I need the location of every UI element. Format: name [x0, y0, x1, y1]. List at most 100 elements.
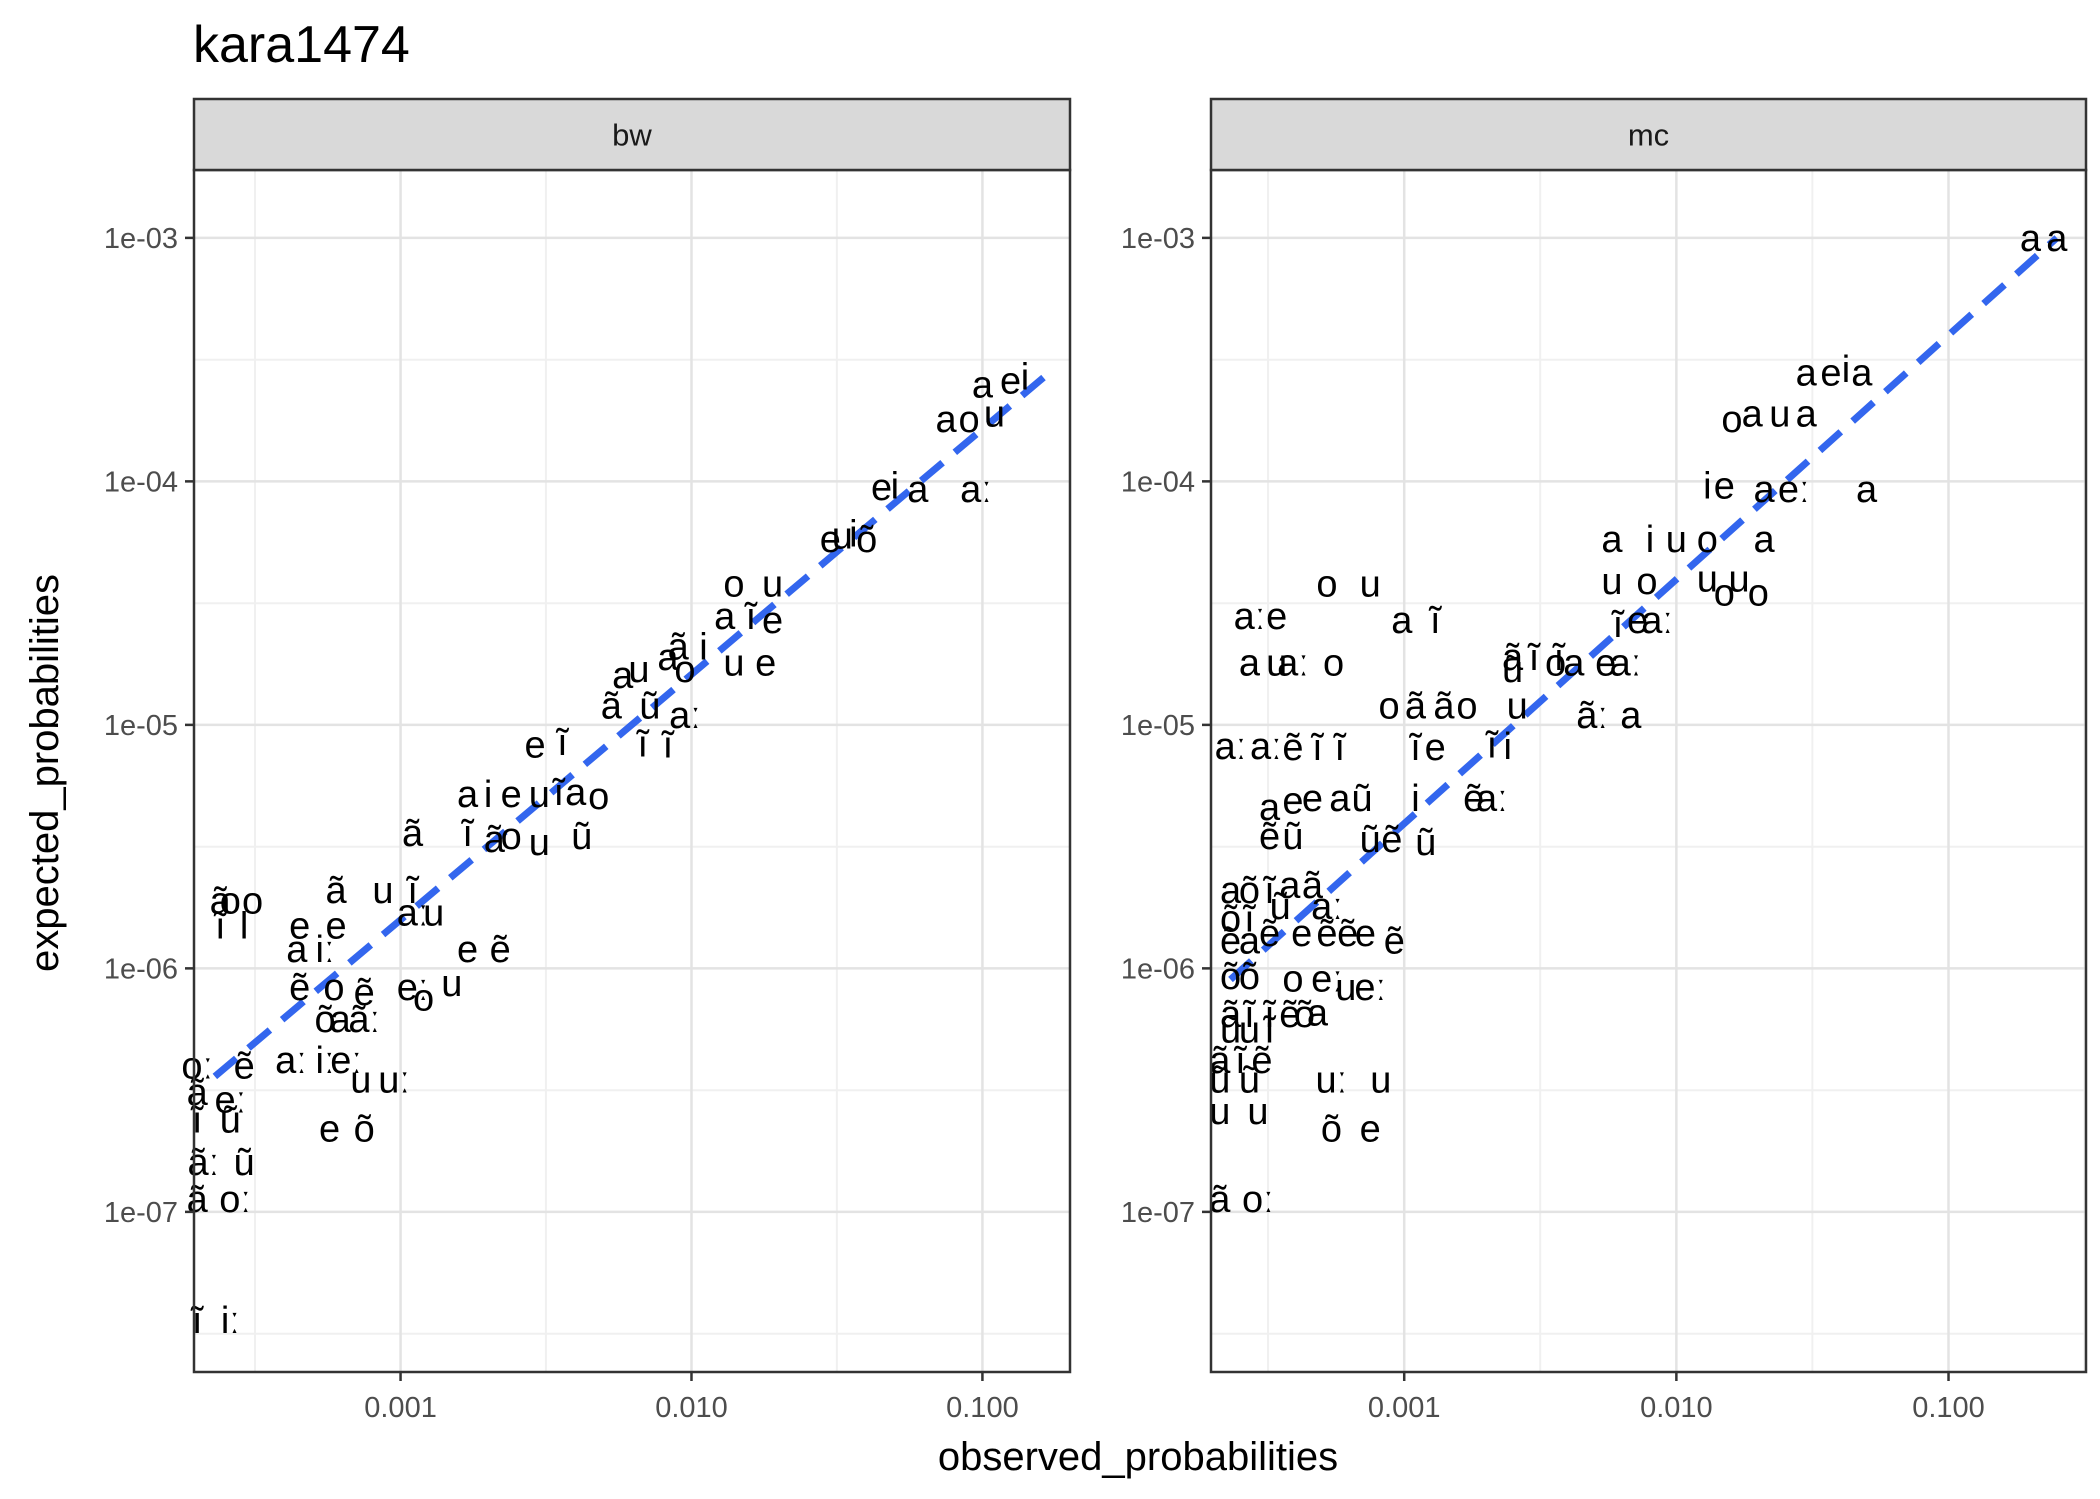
- point-label: o: [674, 649, 695, 691]
- point-label: ũ: [1360, 819, 1381, 861]
- point-label: a: [1601, 519, 1623, 561]
- point-label: o: [1636, 561, 1657, 603]
- point-label: ĩ: [1552, 637, 1566, 679]
- point-label: ã: [1220, 994, 1242, 1036]
- point-label: a: [1851, 352, 1873, 394]
- point-label: ĩ: [460, 813, 474, 855]
- point-label: aː: [1476, 778, 1508, 820]
- point-label: o: [413, 977, 434, 1019]
- point-label: iː: [316, 929, 335, 971]
- point-label: o: [959, 399, 980, 441]
- x-tick-label: 0.001: [1368, 1392, 1441, 1424]
- point-label: ĩ: [1310, 727, 1324, 769]
- point-label: aː: [1311, 886, 1343, 928]
- point-label: ĩ: [190, 1099, 204, 1141]
- point-label: aː: [397, 892, 429, 934]
- point-label: ã: [402, 813, 424, 855]
- point-label: e: [755, 643, 776, 685]
- point-label: e: [1282, 780, 1303, 822]
- point-label: u: [984, 394, 1005, 436]
- point-label: aː: [1215, 726, 1247, 768]
- point-label: aː: [1234, 596, 1266, 638]
- point-label: e: [871, 467, 892, 509]
- y-tick-label: 1e-06: [104, 953, 178, 985]
- point-label: u: [1360, 564, 1381, 606]
- point-label: ẽ: [1282, 727, 1303, 769]
- point-label: u: [1507, 686, 1528, 728]
- facet-strip: [192, 97, 1072, 172]
- point-label: a: [1753, 519, 1775, 561]
- y-tick-label: 1e-04: [1121, 466, 1195, 498]
- point-label: i: [1646, 519, 1654, 561]
- point-label: o: [1697, 519, 1718, 561]
- point-label: e: [1355, 913, 1376, 955]
- point-label: i: [1842, 349, 1850, 391]
- point-label: a: [1220, 870, 1242, 912]
- point-label: ũ: [1209, 1059, 1230, 1101]
- y-tick-label: 1e-04: [104, 466, 178, 498]
- point-label: ẽ: [289, 967, 310, 1009]
- point-label: oː: [219, 1179, 251, 1221]
- point-label: ĩ: [213, 906, 227, 948]
- y-axis-title: expected_probabilities: [23, 574, 67, 972]
- point-label: u: [1335, 967, 1356, 1009]
- point-label: u: [529, 774, 550, 816]
- point-label: ã: [1302, 865, 1324, 907]
- point-label: u: [628, 649, 649, 691]
- point-label: e: [820, 519, 841, 561]
- point-label: õ: [1220, 899, 1241, 941]
- point-label: u: [1247, 1091, 1268, 1133]
- point-label: u: [723, 643, 744, 685]
- point-label: u: [423, 892, 444, 934]
- point-label: ũ: [1220, 1010, 1241, 1052]
- point-label: e: [762, 600, 783, 642]
- point-label: o: [1316, 564, 1337, 606]
- point-label: ẽ: [354, 972, 375, 1014]
- point-label: a: [457, 774, 479, 816]
- facet-strip-label: mc: [1628, 118, 1669, 153]
- point-label: e: [1714, 466, 1735, 508]
- point-label: l: [240, 906, 248, 948]
- point-label: ẽ: [234, 1045, 255, 1087]
- point-label: a: [2020, 218, 2042, 260]
- point-label: u: [1209, 1091, 1230, 1133]
- point-label: oː: [181, 1045, 213, 1087]
- point-label: ũ: [639, 686, 660, 728]
- point-label: u: [350, 1059, 371, 1101]
- point-label: ĩ: [1527, 637, 1541, 679]
- point-label: eː: [214, 1079, 246, 1121]
- point-label: e: [289, 906, 310, 948]
- point-label: ã: [325, 870, 347, 912]
- point-label: e: [319, 1108, 340, 1150]
- point-label: ẽ: [490, 929, 511, 971]
- point-label: ũ: [1351, 778, 1372, 820]
- point-label: ũ: [1502, 649, 1523, 691]
- point-label: õ: [1220, 956, 1241, 998]
- trend-line: [1228, 235, 2060, 983]
- point-label: ãː: [1576, 695, 1608, 737]
- point-label: ẽ: [1337, 913, 1358, 955]
- point-label: a: [1742, 394, 1764, 436]
- point-label: a: [1239, 643, 1261, 685]
- point-label: ẽ: [1279, 994, 1300, 1036]
- point-label: a: [1329, 778, 1351, 820]
- y-tick-label: 1e-05: [1121, 710, 1195, 742]
- point-label: ĩ: [1262, 870, 1276, 912]
- point-label: õ: [354, 1108, 375, 1150]
- point-label: ã: [1502, 637, 1524, 679]
- point-label: u: [1370, 1059, 1391, 1101]
- point-label: i: [891, 466, 899, 508]
- point-label: ã: [1433, 686, 1455, 728]
- x-axis-title: observed_probabilities: [938, 1435, 1338, 1479]
- point-label: o: [1282, 958, 1303, 1000]
- point-label: o: [323, 967, 344, 1009]
- point-label: ĩ: [1242, 899, 1256, 941]
- y-tick-label: 1e-07: [104, 1197, 178, 1229]
- y-tick-label: 1e-05: [104, 710, 178, 742]
- point-label: ãː: [348, 999, 380, 1041]
- point-label: ũ: [1282, 816, 1303, 858]
- point-label: a: [2046, 218, 2068, 260]
- point-label: i: [484, 774, 492, 816]
